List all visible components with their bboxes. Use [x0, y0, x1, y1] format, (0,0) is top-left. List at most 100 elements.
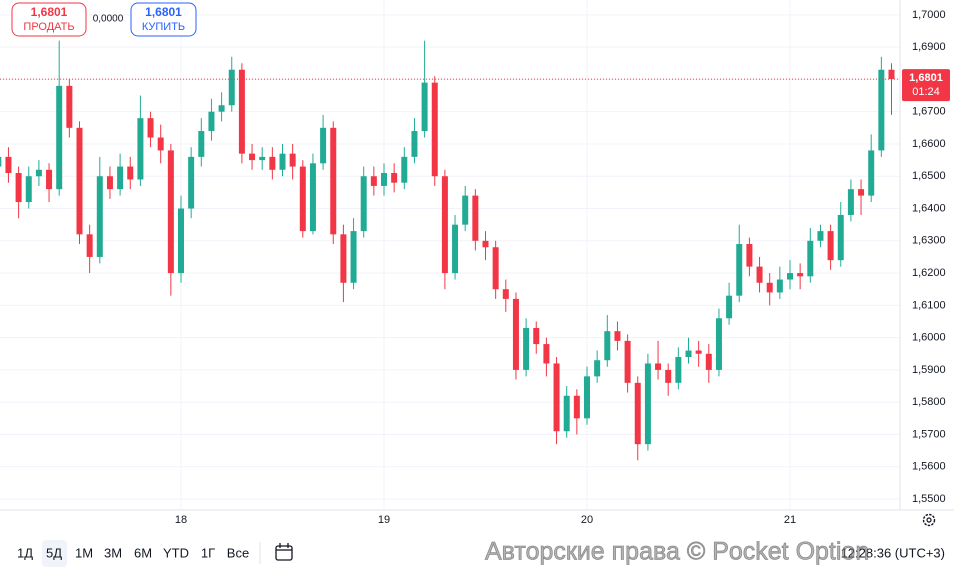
y-tick-label: 1,5800 [912, 396, 946, 408]
y-tick-label: 1,6400 [912, 202, 946, 214]
y-tick-label: 1,6200 [912, 267, 946, 279]
candle-body [238, 69, 245, 154]
y-tick-label: 1,6700 [912, 106, 946, 118]
sell-button[interactable]: 1,6801 ПРОДАТЬ [11, 2, 87, 37]
candle-body [787, 273, 793, 280]
candle-body [15, 173, 22, 203]
range-button[interactable]: 3М [104, 545, 122, 560]
candle-body [817, 231, 824, 241]
y-tick-label: 1,6300 [912, 235, 946, 247]
candle-body [269, 156, 276, 170]
sell-box[interactable] [11, 2, 87, 37]
candle-body [482, 240, 489, 248]
candle-body [411, 131, 418, 157]
range-button[interactable]: 5Д [46, 545, 62, 560]
candle-body [665, 369, 672, 383]
buy-price[interactable]: 1,6801 [145, 5, 182, 19]
candle-body [330, 127, 337, 235]
active-range-bg [42, 540, 67, 567]
range-button[interactable]: 1Д [17, 545, 33, 560]
candle-body [746, 244, 753, 267]
candle-body [573, 395, 580, 419]
candle-body [695, 350, 702, 354]
candle-body [888, 69, 895, 80]
candle-body [675, 357, 682, 383]
calendar-body[interactable] [275, 545, 293, 561]
countdown: 01:24 [912, 86, 940, 98]
x-tick-label: 19 [378, 514, 390, 526]
sell-label[interactable]: ПРОДАТЬ [23, 21, 74, 33]
candle-body [533, 327, 540, 345]
gear-outer[interactable] [922, 513, 936, 527]
candle-body [320, 127, 327, 164]
candle-body [157, 137, 164, 151]
candle-body [76, 127, 83, 235]
calendar-icon[interactable] [275, 543, 293, 561]
gear-inner[interactable] [926, 517, 932, 523]
buy-button[interactable]: 1,6801 КУПИТЬ [130, 2, 197, 37]
range-button[interactable]: 1М [75, 545, 93, 560]
candle-body [644, 363, 651, 445]
candle-body [797, 273, 804, 277]
candle-body [0, 156, 2, 167]
spread: 0,0000 [93, 14, 124, 25]
candle-body [5, 156, 12, 174]
candle-body [878, 69, 885, 151]
candle-body [431, 82, 438, 177]
buy-label[interactable]: КУПИТЬ [142, 21, 185, 33]
candle-body [259, 156, 266, 161]
candle-body [137, 118, 144, 180]
candle-body [553, 363, 560, 432]
candle-body [127, 166, 134, 180]
candle-body [228, 69, 235, 106]
candle-body [492, 247, 499, 290]
y-tick-label: 1,5600 [912, 461, 946, 473]
candle-body [634, 382, 641, 445]
candle-body [401, 156, 408, 183]
candle-body [523, 327, 530, 370]
candle-body [705, 353, 712, 370]
candle-body [360, 176, 367, 232]
axes: 1,5500 1,5600 1,5700 1,5800 1,5900 1,6000 1,61… [175, 9, 950, 526]
candle-body [624, 340, 631, 383]
candle-body [452, 224, 459, 274]
y-tick-label: 1,5700 [912, 428, 946, 440]
candle-body [868, 150, 875, 196]
candle-body [685, 350, 692, 357]
y-tick-label: 1,5900 [912, 364, 946, 376]
x-tick-label: 18 [175, 514, 187, 526]
sell-price[interactable]: 1,6801 [31, 5, 68, 19]
candle-body [56, 85, 63, 190]
clock: 12:28:36 (UTC+3) [841, 545, 945, 560]
candle-body [563, 395, 570, 432]
candle-body [736, 244, 743, 296]
grid [0, 0, 900, 510]
candle-body [208, 111, 215, 132]
candles [0, 40, 900, 461]
candle-body [807, 240, 814, 277]
candle-body [35, 169, 42, 177]
range-button[interactable]: 1Г [201, 545, 215, 560]
candle-body [614, 331, 621, 341]
candle-body [858, 189, 865, 196]
candle-body [594, 360, 601, 377]
candle-body [249, 153, 256, 161]
candle-body [96, 176, 103, 257]
candle-body [25, 176, 32, 203]
y-tick-label: 1,6100 [912, 299, 946, 311]
candle-body [46, 169, 53, 190]
candle-body [472, 195, 479, 241]
candle-body [462, 195, 469, 225]
candle-body [178, 208, 184, 274]
range-button[interactable]: Все [227, 545, 249, 560]
buy-box[interactable] [130, 2, 197, 37]
range-button[interactable]: YTD [163, 545, 189, 560]
settings-icon[interactable] [922, 513, 936, 527]
candle-body [188, 156, 195, 209]
watermark: Авторские права © Pocket Option [485, 538, 869, 566]
x-tick-label: 21 [784, 514, 796, 526]
candle-body [66, 85, 73, 128]
candle-body [147, 118, 154, 138]
range-button[interactable]: 6М [134, 545, 152, 560]
